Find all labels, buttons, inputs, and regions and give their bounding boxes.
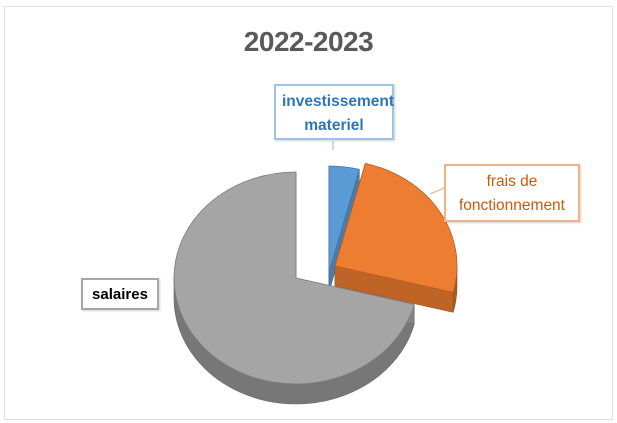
pie-slice-investissement-materiel: [328, 165, 360, 273]
data-label-investissement-line2: materiel: [304, 117, 364, 134]
data-label-frais-line1: frais de: [486, 173, 538, 190]
data-label-investissement-line1: investissement: [282, 93, 394, 110]
pie-top-layer: [173, 162, 458, 385]
data-label-salaires-text: salaires: [92, 286, 148, 303]
pie-slice-frais-de-fonctionnement: [334, 162, 458, 293]
leader-line-frais: [429, 187, 445, 195]
chart-title: 2022-2023: [243, 26, 374, 57]
data-label-frais-de-fonctionnement: frais de fonctionnement: [444, 164, 580, 222]
data-label-salaires: salaires: [81, 278, 159, 310]
data-label-frais-line2: fonctionnement: [459, 197, 565, 214]
pie-slice-salaires: [173, 171, 415, 385]
data-label-investissement-materiel: investissement materiel: [274, 84, 394, 140]
